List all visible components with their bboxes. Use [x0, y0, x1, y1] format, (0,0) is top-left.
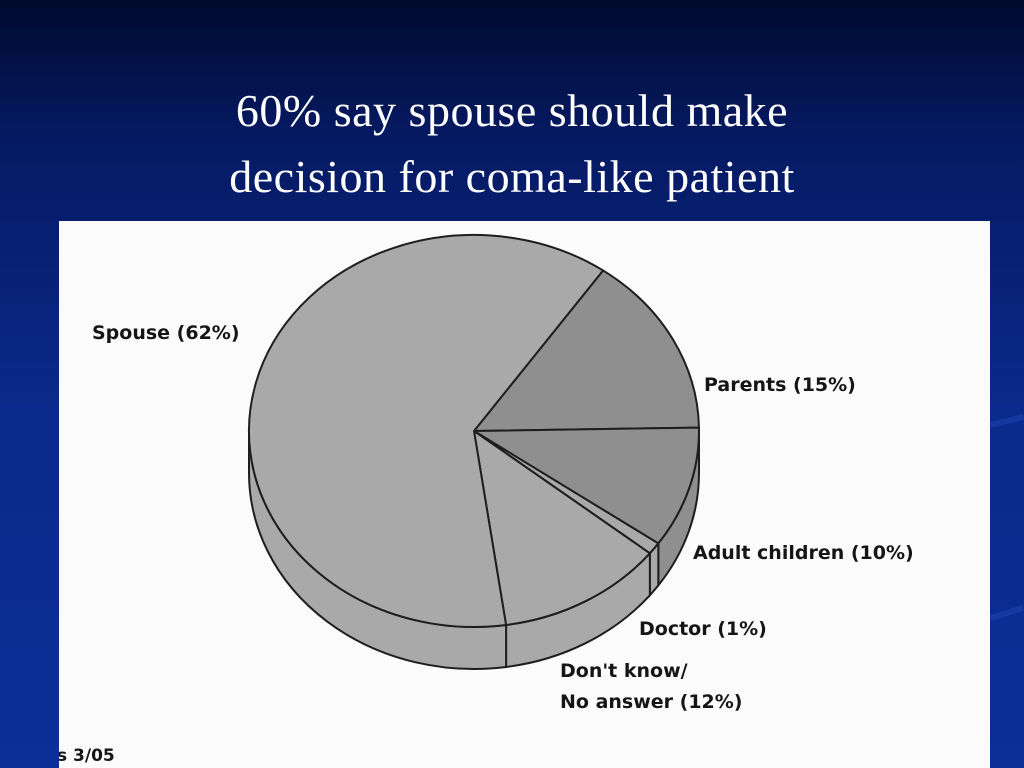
slide-title-line-1: 60% say spouse should make [235, 85, 789, 136]
pie-slice-parents [473, 269, 700, 432]
slide-title-line-2: decision for coma-like patient [229, 151, 795, 202]
chart-panel: Spouse (62%) Parents (15%) Adult childre… [59, 221, 990, 768]
pie-slice-spouse [248, 234, 605, 628]
slice-label-parents: Parents (15%) [704, 374, 856, 396]
pie-chart: Spouse (62%) Parents (15%) Adult childre… [59, 234, 914, 766]
pie-chart-labels: Spouse (62%) Parents (15%) Adult childre… [92, 322, 914, 713]
slice-label-spouse: Spouse (62%) [92, 322, 240, 344]
slice-label-adult-children: Adult children (10%) [693, 542, 914, 564]
pie-chart-slices [248, 234, 700, 628]
slice-label-dont-know-line-2: No answer (12%) [560, 691, 743, 713]
slice-label-doctor: Doctor (1%) [639, 618, 767, 640]
pie-slice-adult-children [473, 426, 700, 545]
slide-title: 60% say spouse should make decision for … [0, 78, 1024, 210]
source-footnote: s 3/05 [59, 746, 115, 766]
pie-slice-dont-know [473, 430, 651, 626]
decorative-stripe [989, 604, 1024, 622]
slice-label-dont-know-line-1: Don't know/ [560, 660, 688, 682]
decorative-stripe [989, 413, 1024, 429]
